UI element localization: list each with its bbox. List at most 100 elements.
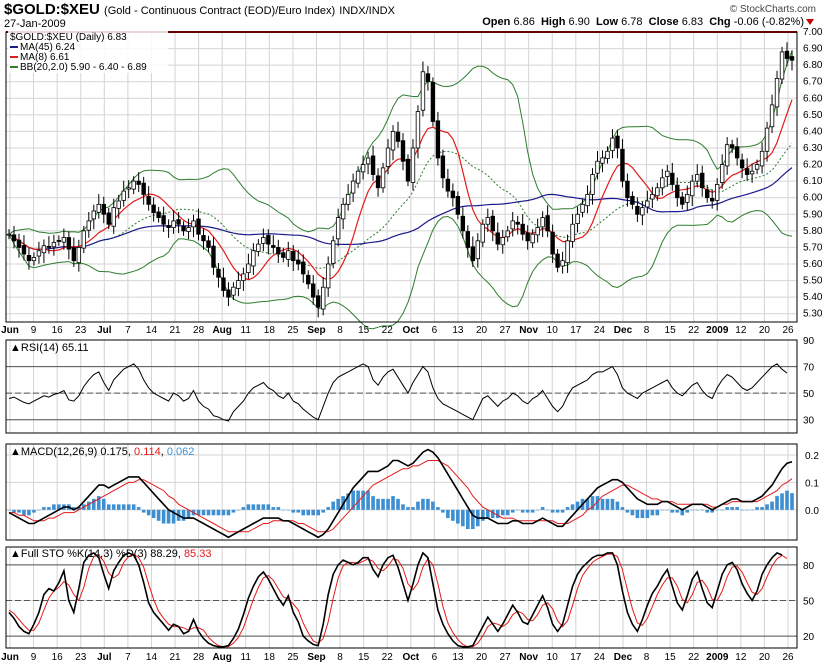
legends: $GOLD:$XEU (Daily) 6.83 MA(45) 6.24 MA(8… [8,30,211,560]
candle-body [500,237,505,246]
macd-histogram-bar [590,496,595,510]
candle-body [505,230,510,238]
x-tick-label: 13 [452,325,464,336]
macd-histogram-bar [196,509,201,516]
candle-body [475,240,481,260]
price-y-tick: 6.60 [803,93,823,104]
candle-body [525,232,530,242]
macd-histogram-bar [760,507,764,510]
candle-body [301,261,306,275]
macd-histogram-bar [281,509,286,511]
macd-histogram-bar [665,509,670,511]
macd-histogram-bar [371,496,375,510]
macd-histogram-bar [710,509,715,513]
candle-body [595,160,600,174]
macd-histogram-bar [77,507,81,510]
macd-histogram-bar [336,498,340,510]
candle-body [355,170,361,184]
candle-body [485,217,490,225]
macd-histogram-bar [471,509,475,530]
candle-body [655,187,660,197]
candle-body [400,140,406,162]
price-y-tick: 6.80 [803,60,823,71]
x-tick-label: 15 [358,652,370,663]
candle-body [271,245,276,248]
bb-lower-line [8,209,793,330]
macd-histogram-bar [456,509,460,524]
macd-histogram-bar [446,509,450,519]
macd-histogram-bar [630,509,635,516]
macd-histogram-bar [291,509,296,513]
sto-y-tick: 80 [803,561,815,572]
close-label: Close [648,16,679,28]
candle-body [630,195,635,205]
candle-body [146,195,151,205]
macd-histogram-bar [156,509,161,521]
candle-body [420,71,426,111]
candle-body [306,274,311,285]
x-tick-label: 18 [264,652,276,663]
x-tick-label: 20 [476,325,488,336]
legend-macd: ▲MACD(12,26,9) 0.175, 0.114, 0.062 [10,446,194,458]
candle-body [565,240,570,264]
x-tick-label: 26 [782,325,794,336]
macd-y-tick: 0.1 [805,478,819,489]
axis-labels: Jun Jun 9 9 16 16 23 23 Jul Jul 7 7 14 14 21 21 28 28 Aug A… [1,27,823,663]
macd-histogram-bar [141,509,146,513]
price-y-tick: 6.30 [803,143,823,154]
macd-histogram-bar [705,509,710,513]
candle-body [291,251,296,262]
candle-body [769,104,775,128]
candle-body [111,207,116,227]
grid [6,31,797,648]
candle-body [176,219,181,225]
macd-histogram-bar [136,507,141,510]
candle-body [739,159,745,169]
candle-body [91,210,96,220]
x-tick-label: 24 [594,325,606,336]
macd-histogram-bar [351,490,355,510]
x-tick-label: 22 [688,325,700,336]
candle-body [440,155,446,179]
candle-body [340,203,346,220]
macd-histogram-bar [201,509,206,516]
macd-histogram-bar [640,509,645,519]
macd-histogram-bar [535,509,540,511]
candle-body [680,196,685,205]
candle-body [276,247,281,255]
x-tick-label: 15 [358,325,370,336]
candle-body [660,177,665,189]
candle-body [246,263,251,274]
x-tick-label: Jul [97,652,112,663]
x-tick-label: 21 [169,652,181,663]
macd-histogram-bar [416,501,420,510]
x-tick-label: 25 [287,652,299,663]
legend-ma45: MA(45) 6.24 [20,42,75,53]
candle-body [116,200,121,209]
candle-body [560,260,565,267]
candle-body [196,218,201,235]
macd-frame [5,443,798,541]
macd-histogram-bar [271,507,276,510]
price-y-tick: 7.00 [803,27,823,38]
candle-body [390,131,396,151]
macd-histogram-bar [605,498,610,510]
candle-body [645,200,650,208]
macd-histogram-bar [27,509,31,516]
candle-body [490,215,495,232]
candle-body [450,190,456,199]
macd-histogram-bar [86,501,91,510]
candle-body [41,245,47,254]
candle-body [530,233,535,244]
x-tick-label: Nov [519,652,538,663]
macd-histogram-bar [540,507,545,510]
candle-body [171,220,176,228]
macd-histogram-bar [510,509,515,513]
macd-histogram-bar [57,504,61,510]
open-label: Open [482,16,511,28]
x-tick-label: 6 [432,325,438,336]
sto-panel [6,551,797,648]
candle-body [261,237,266,244]
macd-histogram-bar [246,504,251,510]
